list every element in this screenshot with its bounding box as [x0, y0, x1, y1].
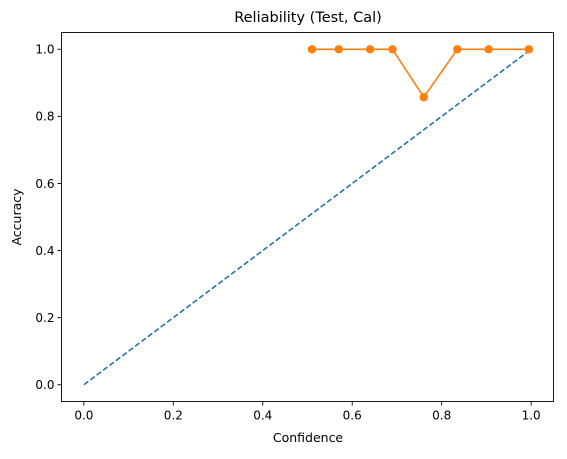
- reliability-point: [388, 45, 397, 54]
- perfect-calibration-line: [83, 48, 532, 386]
- x-tick-label: 0.2: [164, 409, 183, 423]
- y-tick-label: 0.4: [35, 244, 54, 258]
- x-tick-label: 0.8: [432, 409, 451, 423]
- reliability-point: [453, 45, 462, 54]
- y-tick-label: 1.0: [35, 43, 54, 57]
- x-axis: 0.0 0.2 0.4 0.6 0.8 1.0: [74, 401, 541, 423]
- reliability-point: [365, 45, 375, 54]
- x-tick-label: 0.4: [253, 409, 272, 423]
- y-axis: 0.0 0.2 0.4 0.6 0.8 1.0: [35, 43, 62, 392]
- chart-title: Reliability (Test, Cal): [234, 10, 382, 26]
- reliability-point: [524, 45, 534, 54]
- y-tick-label: 0.2: [35, 311, 54, 325]
- y-axis-label: Accuracy: [9, 188, 24, 246]
- x-tick-label: 0.6: [343, 409, 362, 423]
- y-tick-label: 0.8: [35, 110, 54, 124]
- reliability-point: [419, 93, 428, 102]
- reliability-curve: [311, 48, 529, 99]
- x-tick-label: 0.0: [74, 409, 93, 423]
- y-tick-label: 0.0: [35, 378, 54, 392]
- plot-area: [83, 45, 534, 386]
- reliability-point: [307, 45, 317, 54]
- plot-frame: [61, 32, 554, 402]
- reliability-point: [484, 45, 493, 54]
- reliability-point: [334, 45, 344, 54]
- x-axis-label: Confidence: [273, 430, 344, 445]
- x-tick-label: 1.0: [522, 409, 541, 423]
- y-tick-label: 0.6: [35, 177, 54, 191]
